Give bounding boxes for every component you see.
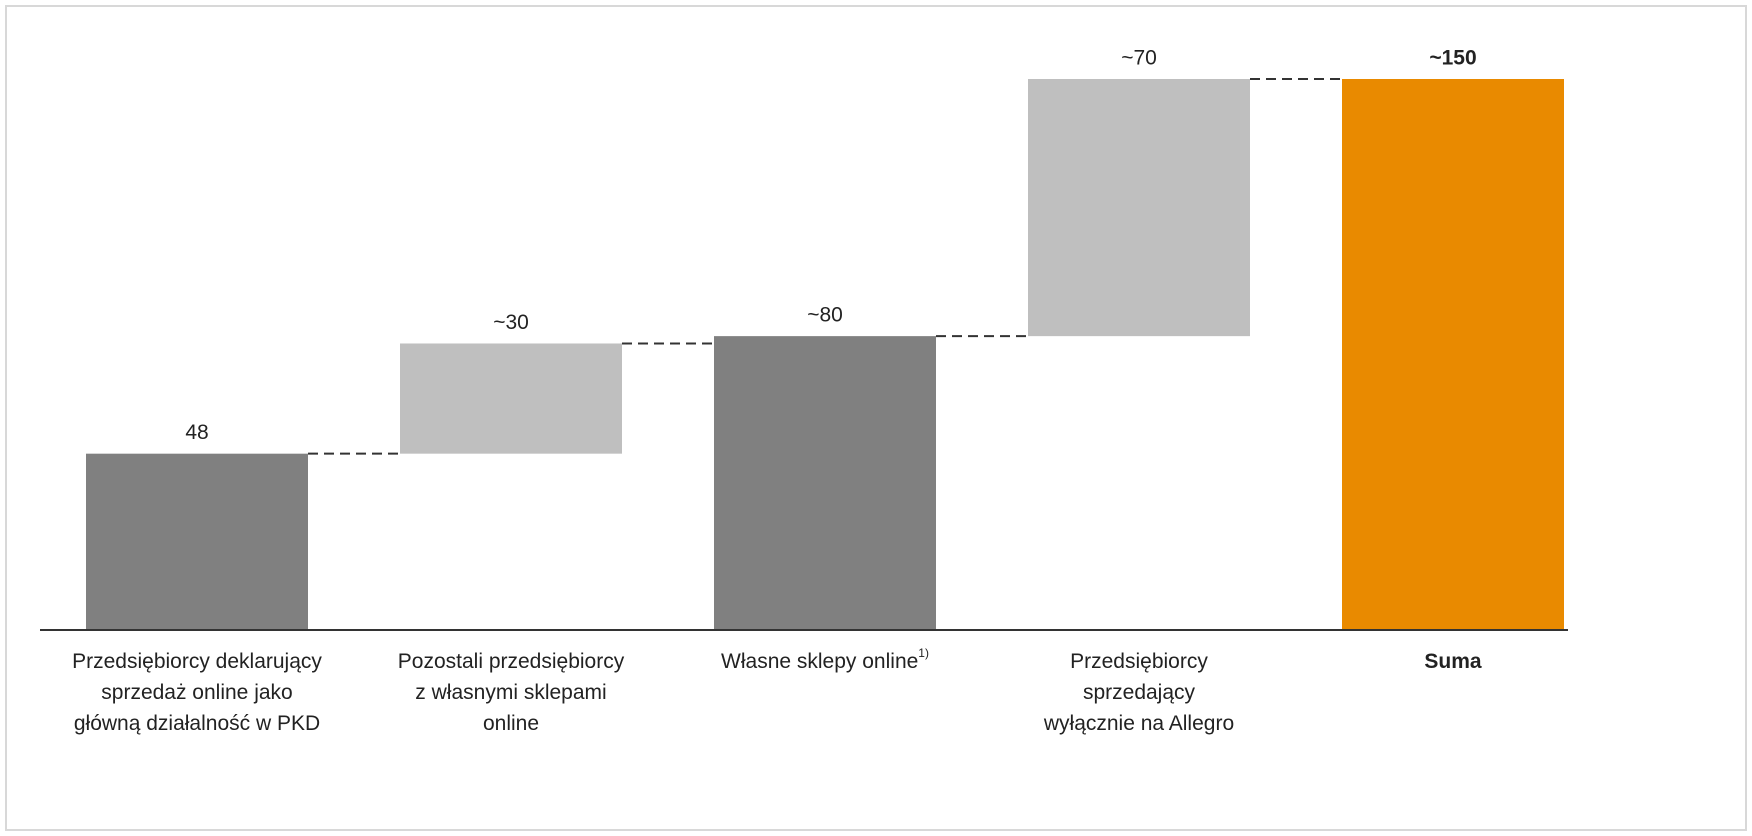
category-line: główną działalność w PKD	[74, 712, 320, 735]
bar	[714, 336, 936, 630]
category-label: Przedsiębiorcy deklarujący	[72, 650, 322, 673]
footnote-marker: 1)	[918, 646, 929, 660]
category-label: Przedsiębiorcy	[1070, 650, 1208, 673]
value-label: ~70	[1121, 47, 1157, 70]
category-label: sprzedaż online jako	[101, 681, 292, 704]
category-line: Pozostali przedsiębiorcy	[398, 650, 625, 673]
category-line: Własne sklepy online	[721, 650, 918, 673]
value-label: ~150	[1429, 47, 1476, 70]
bar	[1028, 79, 1250, 337]
bar	[86, 453, 308, 630]
category-label: z własnymi sklepami	[415, 681, 606, 704]
value-label: 48	[185, 421, 208, 444]
category-label: główną działalność w PKD	[74, 712, 320, 735]
value-label: ~30	[493, 311, 529, 334]
value-label: ~80	[807, 304, 843, 327]
category-label: Suma	[1424, 650, 1482, 673]
category-line: Przedsiębiorcy	[1070, 650, 1208, 673]
category-label: Własne sklepy online1)	[721, 646, 929, 672]
category-label: sprzedający	[1083, 681, 1196, 704]
category-line: wyłącznie na Allegro	[1043, 712, 1234, 735]
category-line: Przedsiębiorcy deklarujący	[72, 650, 322, 673]
category-line: sprzedający	[1083, 681, 1196, 704]
category-line: sprzedaż online jako	[101, 681, 292, 704]
category-line: Suma	[1424, 650, 1482, 673]
category-label: online	[483, 712, 539, 735]
frame	[5, 5, 1747, 831]
bar	[1342, 79, 1564, 630]
category-label: Pozostali przedsiębiorcy	[398, 650, 625, 673]
category-label: wyłącznie na Allegro	[1043, 712, 1234, 735]
category-line: online	[483, 712, 539, 735]
category-line: z własnymi sklepami	[415, 681, 606, 704]
bar	[400, 343, 622, 454]
